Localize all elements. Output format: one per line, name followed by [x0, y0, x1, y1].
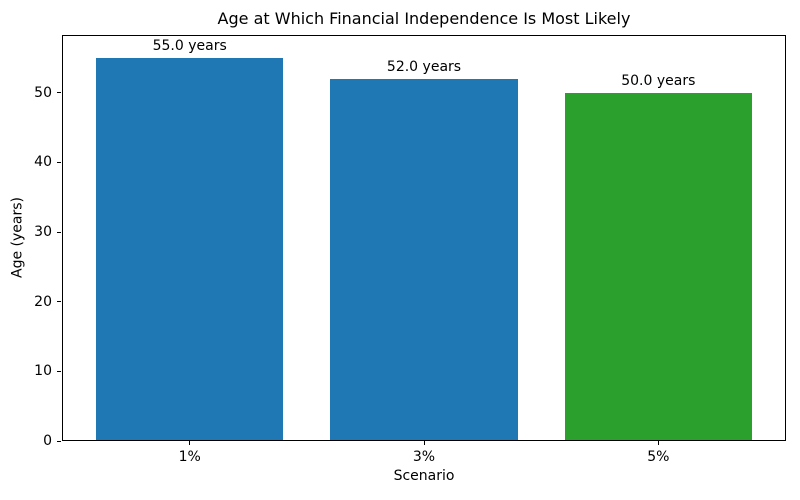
- y-tick-label: 10: [34, 363, 52, 380]
- y-tick-mark: [57, 161, 61, 163]
- y-tick-mark: [57, 301, 61, 303]
- x-axis-label: Scenario: [393, 468, 455, 484]
- y-tick-label: 50: [34, 84, 52, 101]
- x-tick-label-3%: 3%: [412, 449, 436, 465]
- y-tick-label: 0: [43, 433, 52, 449]
- x-tick-label-1%: 1%: [178, 449, 201, 465]
- x-tick-mark: [423, 441, 425, 445]
- plot-area: [62, 35, 786, 441]
- y-tick-mark: [57, 231, 61, 233]
- y-tick-mark: [57, 92, 61, 94]
- y-axis-label: Age (years): [9, 197, 26, 278]
- y-tick-mark: [57, 440, 61, 442]
- x-tick-mark: [189, 441, 191, 445]
- y-tick-mark: [57, 370, 61, 372]
- chart-title: Age at Which Financial Independence Is M…: [217, 9, 631, 28]
- x-tick-label-5%: 5%: [647, 449, 670, 465]
- x-tick-mark: [657, 441, 659, 445]
